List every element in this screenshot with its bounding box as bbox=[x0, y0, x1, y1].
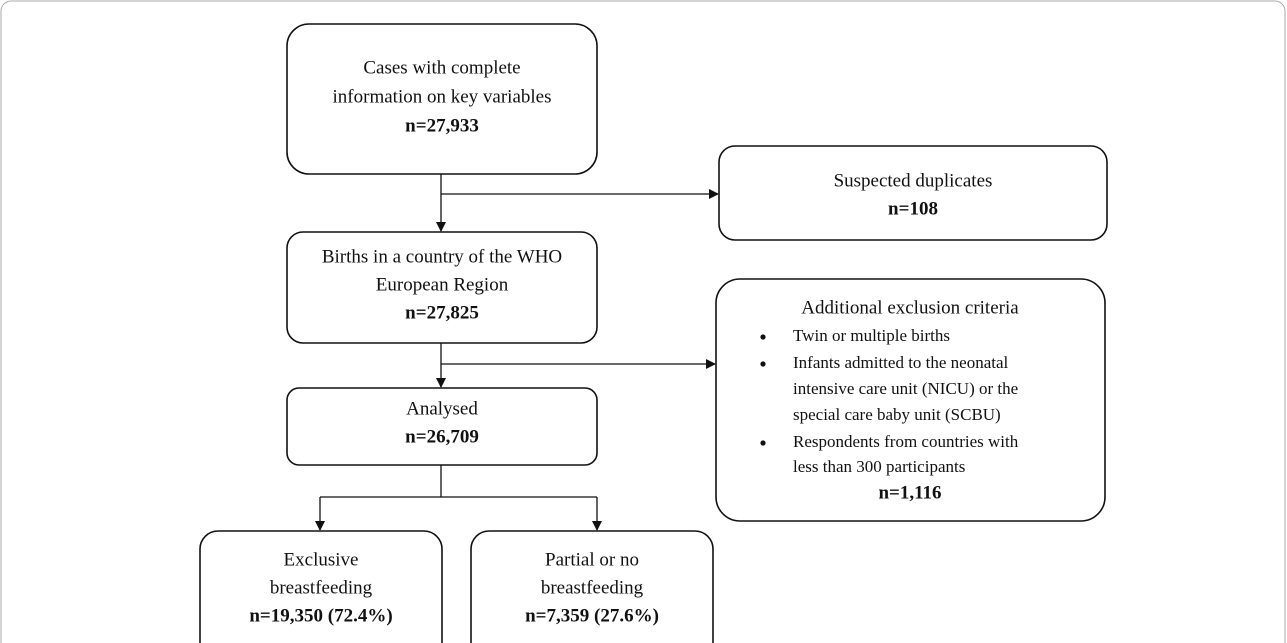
node-count: n=27,825 bbox=[405, 302, 479, 323]
node-box bbox=[470, 530, 714, 643]
node-box bbox=[715, 278, 1106, 522]
bullet bbox=[760, 361, 766, 367]
node: Exclusive breastfeeding n=19,350 (72.4%) bbox=[199, 530, 443, 643]
node-box bbox=[286, 387, 598, 466]
list-item: Respondents from countries with bbox=[793, 432, 1019, 451]
node-count: n=27,933 bbox=[405, 115, 479, 136]
list-item: intensive care unit (NICU) or the bbox=[793, 379, 1018, 398]
bullet bbox=[760, 440, 766, 446]
list-item: Infants admitted to the neonatal bbox=[793, 353, 1009, 372]
node-box bbox=[286, 23, 598, 175]
connectors bbox=[315, 174, 719, 531]
node-text: Analysed bbox=[406, 398, 478, 419]
node-text: Exclusive bbox=[284, 549, 359, 570]
node-box bbox=[199, 530, 443, 643]
node-text: Cases with complete bbox=[363, 57, 520, 78]
node: Cases with complete information on key v… bbox=[286, 23, 598, 175]
node-text: breastfeeding bbox=[270, 577, 373, 598]
node-text: Births in a country of the WHO bbox=[322, 246, 562, 267]
node-count: n=26,709 bbox=[405, 426, 479, 447]
list-item: Twin or multiple births bbox=[793, 326, 950, 345]
node-count: n=108 bbox=[888, 198, 938, 219]
node: Analysed n=26,709 bbox=[286, 387, 598, 466]
node-count: n=19,350 (72.4%) bbox=[249, 605, 392, 626]
node-count: n=1,116 bbox=[878, 482, 941, 503]
bullet bbox=[760, 334, 766, 340]
list-item: special care baby unit (SCBU) bbox=[793, 405, 1001, 424]
node-text: breastfeeding bbox=[541, 577, 644, 598]
node: Suspected duplicates n=108 bbox=[718, 145, 1108, 241]
node-text: European Region bbox=[376, 274, 509, 295]
node: Births in a country of the WHO European … bbox=[286, 231, 598, 344]
node-title: Additional exclusion criteria bbox=[801, 297, 1019, 318]
node-text: information on key variables bbox=[333, 86, 552, 107]
node-box bbox=[718, 145, 1108, 241]
node: Partial or no breastfeeding n=7,359 (27.… bbox=[470, 530, 714, 643]
node-count: n=7,359 (27.6%) bbox=[525, 605, 659, 626]
node: Additional exclusion criteria Twin or mu… bbox=[715, 278, 1106, 522]
node-box bbox=[286, 231, 598, 344]
node-text: Suspected duplicates bbox=[834, 170, 993, 191]
node-text: Partial or no bbox=[545, 549, 639, 570]
list-item: less than 300 participants bbox=[793, 457, 965, 476]
